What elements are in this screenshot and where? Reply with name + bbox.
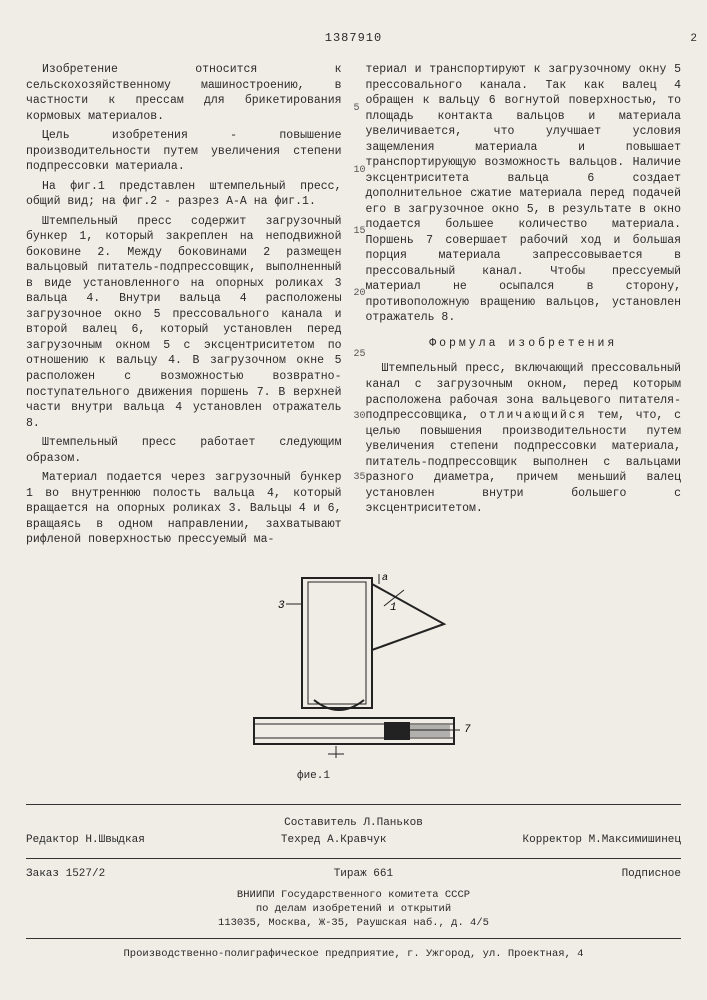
para: На фиг.1 представлен штемпельный пресс, …	[26, 179, 342, 210]
formula-title: Формула изобретения	[366, 336, 682, 352]
document-number: 1387910	[26, 30, 681, 46]
right-column: 2 5 10 15 20 25 30 35 териал и транспорт…	[366, 62, 682, 551]
credits-block: Составитель Л.Паньков Редактор Н.Швыдкая…	[26, 815, 681, 848]
claim-text: тем, что, с целью повышения производител…	[366, 409, 682, 515]
figure-1: 3 1 7 а фие.1	[26, 570, 681, 784]
para: Материал подается через загрузочный бунк…	[26, 470, 342, 548]
page-number: 2	[690, 32, 697, 47]
para: Штемпельный пресс, включающий прессоваль…	[366, 361, 682, 516]
pub-line: ВНИИПИ Государственного комитета СССР	[26, 888, 681, 902]
tech-label: Техред	[281, 834, 321, 846]
editor-name: Н.Швыдкая	[85, 834, 144, 846]
editor-label: Редактор	[26, 834, 79, 846]
rule	[26, 858, 681, 859]
tirazh: Тираж 661	[334, 867, 393, 882]
order-number: Заказ 1527/2	[26, 867, 105, 882]
publisher-block: ВНИИПИ Государственного комитета СССР по…	[26, 888, 681, 931]
figure-label: фие.1	[0, 769, 641, 784]
callout-3: 3	[278, 600, 285, 612]
rule	[26, 938, 681, 939]
para: Штемпельный пресс работает следующим обр…	[26, 435, 342, 466]
rule	[26, 804, 681, 805]
left-column: Изобретение относится к сельскохозяйстве…	[26, 62, 342, 551]
printer-line: Производственно-полиграфическое предприя…	[26, 947, 681, 961]
press-diagram: 3 1 7 а	[214, 570, 494, 760]
svg-text:а: а	[382, 573, 388, 584]
compiler-label: Составитель	[284, 817, 357, 829]
line-number-markers: 5 10 15 20 25 30 35	[354, 62, 366, 485]
compiler-name: Л.Паньков	[363, 817, 422, 829]
pub-line: 113035, Москва, Ж-35, Раушская наб., д. …	[26, 916, 681, 930]
publication-row: Заказ 1527/2 Тираж 661 Подписное	[26, 867, 681, 882]
callout-7: 7	[464, 724, 471, 736]
corrector-label: Корректор	[523, 834, 582, 846]
tech-name: А.Кравчук	[327, 834, 386, 846]
signed: Подписное	[622, 867, 681, 882]
para: Штемпельный пресс содержит загрузочный б…	[26, 214, 342, 431]
para: териал и транспортируют к загрузочному о…	[366, 62, 682, 326]
para: Цель изобретения - повышение производите…	[26, 128, 342, 175]
callout-1: 1	[390, 602, 397, 614]
claim-distinguishing: отличающийся	[480, 409, 587, 422]
para: Изобретение относится к сельскохозяйстве…	[26, 62, 342, 124]
corrector-name: М.Максимишинец	[589, 834, 681, 846]
pub-line: по делам изобретений и открытий	[26, 902, 681, 916]
text-columns: Изобретение относится к сельскохозяйстве…	[26, 62, 681, 551]
